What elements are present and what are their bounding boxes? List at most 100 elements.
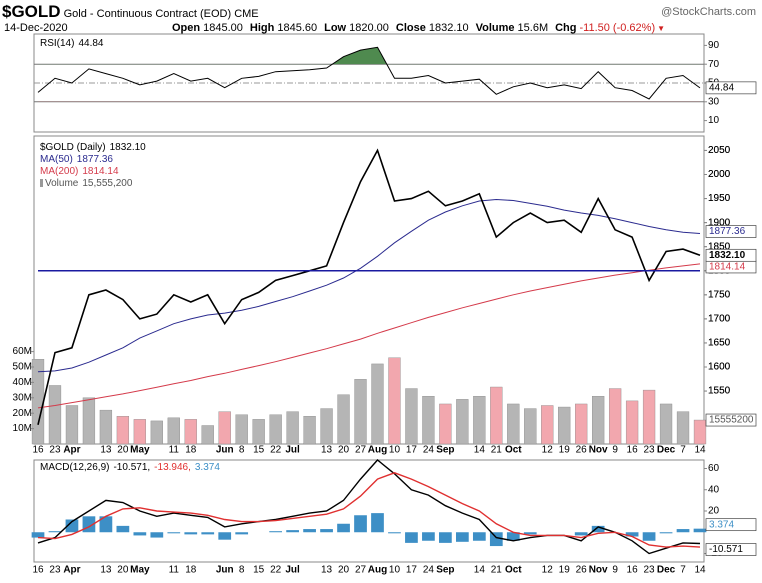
volume-bar <box>252 419 265 445</box>
source: @StockCharts.com <box>661 6 756 18</box>
legend-icon <box>40 179 43 187</box>
y-tick-label: 1650 <box>708 338 731 349</box>
histogram-bar <box>201 532 215 535</box>
histogram-bar <box>574 532 588 536</box>
volume-tick-label: 40M <box>13 377 32 388</box>
x-tick-label: 26 <box>576 565 588 576</box>
legend-name: MA(200) <box>40 166 78 177</box>
value-box-label: 3.374 <box>709 519 734 530</box>
y-tick-label: 1700 <box>708 314 731 325</box>
histogram-bar <box>218 532 232 540</box>
quote-label: Close <box>395 22 426 34</box>
x-tick-label: 7 <box>680 565 686 576</box>
volume-bar <box>269 414 282 445</box>
histogram-bar <box>591 525 605 533</box>
histogram-bar <box>31 532 45 538</box>
legend-value: 1832.10 <box>110 142 147 153</box>
date: 14-Dec-2020 <box>4 22 68 34</box>
volume-bar <box>524 408 537 445</box>
legend-name: Volume <box>45 178 79 189</box>
x-tick-label: Jul <box>285 445 300 456</box>
volume-bar <box>201 425 214 445</box>
volume-bar <box>608 388 622 445</box>
x-tick-label: 13 <box>100 565 112 576</box>
value-box-label: 44.84 <box>709 82 734 93</box>
x-tick-label: 9 <box>612 565 618 576</box>
macd-line <box>37 459 701 555</box>
x-tick-label: 14 <box>474 445 486 456</box>
legend-value: 1814.14 <box>82 166 119 177</box>
y-tick-label: 2000 <box>708 169 731 180</box>
volume-bar <box>592 396 605 445</box>
x-tick-label: 16 <box>627 565 639 576</box>
price-line <box>37 148 701 425</box>
y-tick-label: 1550 <box>708 386 731 397</box>
y-tick-label: 1700 <box>708 314 731 325</box>
quote-label: Open <box>172 22 201 34</box>
x-tick-label: 23 <box>644 565 656 576</box>
x-tick-label: 21 <box>491 565 503 576</box>
x-tick-label: 16 <box>32 445 44 456</box>
quote-value: 1820.00 <box>349 22 389 34</box>
x-tick-label: Aug <box>368 445 387 456</box>
moving-average <box>37 198 701 373</box>
volume-bar <box>558 406 571 445</box>
y-tick-label: 20 <box>708 506 720 517</box>
x-tick-label: 12 <box>542 565 554 576</box>
y-tick-label: 1950 <box>708 193 731 204</box>
y-tick-label: 1950 <box>708 193 731 204</box>
legend-name: MA(50) <box>40 154 73 165</box>
volume-tick-label: 30M <box>13 392 32 403</box>
y-tick-label: 30 <box>708 96 720 107</box>
x-tick-label: Sep <box>436 565 454 576</box>
x-tick-label: Oct <box>505 565 522 576</box>
x-tick-label: 15 <box>253 565 265 576</box>
y-tick-label: 10 <box>708 115 720 126</box>
volume-bar <box>167 417 180 445</box>
legend-entry: MA(200) 1814.14 <box>40 166 119 177</box>
x-tick-label: 27 <box>355 445 367 456</box>
histogram-bar <box>65 519 79 533</box>
y-tick-label: 1750 <box>708 289 731 300</box>
volume-bar <box>676 411 690 445</box>
x-tick-label: 19 <box>559 565 571 576</box>
x-tick-label: 21 <box>491 445 503 456</box>
x-tick-label: 26 <box>576 445 588 456</box>
volume-bar <box>693 419 707 445</box>
histogram-bar <box>167 532 181 534</box>
volume-bar <box>625 400 639 445</box>
x-tick-label: 14 <box>694 445 706 456</box>
histogram-bar <box>388 532 401 534</box>
volume-bar <box>354 379 367 445</box>
value-box <box>705 225 757 238</box>
quote-item: Chg -11.50 (-0.62%) ▼ <box>555 22 665 36</box>
quote-item: Close 1832.10 <box>396 22 469 36</box>
quote-value: 15.6M <box>517 22 549 34</box>
histogram-bar <box>405 532 418 543</box>
histogram-bar <box>116 525 130 533</box>
x-tick-label: 24 <box>423 565 435 576</box>
value-box <box>705 413 757 427</box>
y-tick-label: 1900 <box>708 217 731 228</box>
volume-bar <box>184 419 197 445</box>
quote-value: -11.50 (-0.62%) <box>579 22 656 34</box>
histogram-bar <box>422 532 435 541</box>
x-tick-label: 11 <box>169 445 180 456</box>
x-tick-label: 7 <box>680 445 686 456</box>
y-tick-label: 1600 <box>708 362 731 373</box>
x-tick-label: May <box>130 565 150 576</box>
histogram-bar <box>150 532 164 538</box>
x-tick-label: 20 <box>117 445 129 456</box>
histogram-bar <box>455 532 469 542</box>
y-tick-label: 2000 <box>708 169 731 180</box>
down-arrow: ▼ <box>657 24 666 33</box>
macd-title: MACD(12,26,9) -10.571, -13.946, 3.374 <box>40 462 220 473</box>
value-box-label: 1877.36 <box>709 226 746 237</box>
macd-title-value: 3.374 <box>195 462 220 473</box>
histogram-bar <box>269 531 283 533</box>
volume-bar <box>82 397 96 445</box>
symbol: $GOLD <box>2 2 61 21</box>
value-box <box>705 543 757 556</box>
